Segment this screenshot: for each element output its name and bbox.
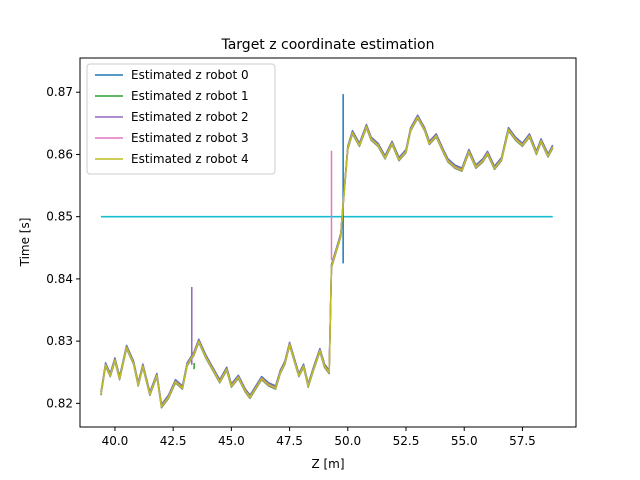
legend-label-robot-3: Estimated z robot 3 [131,131,249,145]
legend: Estimated z robot 0 Estimated z robot 1 Es… [86,63,276,175]
legend-box [86,63,276,175]
y-tick-label: 0.86 [46,147,73,161]
legend-label-robot-2: Estimated z robot 2 [131,110,249,124]
x-tick-label: 57.5 [509,434,536,448]
series-line-robot-4 [100,116,554,408]
y-tick-label: 0.85 [46,210,73,224]
chart-title: Target z coordinate estimation [220,37,434,53]
x-tick-label: 52.5 [393,434,420,448]
y-tick-label: 0.83 [46,334,73,348]
y-tick-label: 0.84 [46,272,73,286]
legend-label-robot-0: Estimated z robot 0 [131,68,249,82]
x-tick-label: 47.5 [276,434,303,448]
y-tick-label: 0.87 [46,85,73,99]
y-axis-label: Time [s] [18,218,32,268]
series-layer [100,94,554,409]
x-tick-label: 55.0 [451,434,478,448]
x-axis: 40.0 42.5 45.0 47.5 50.0 52.5 55.0 57.5 [102,427,536,448]
x-tick-label: 45.0 [218,434,245,448]
legend-label-robot-4: Estimated z robot 4 [131,152,249,166]
plot-frame [79,57,577,428]
x-axis-label: Z [m] [311,457,344,471]
x-tick-label: 42.5 [160,434,187,448]
plot-area [79,57,577,428]
x-tick-label: 50.0 [334,434,361,448]
legend-label-robot-1: Estimated z robot 1 [131,89,249,103]
y-axis: 0.82 0.83 0.84 0.85 0.86 0.87 [46,85,80,410]
x-tick-label: 40.0 [102,434,129,448]
y-tick-label: 0.82 [46,396,73,410]
